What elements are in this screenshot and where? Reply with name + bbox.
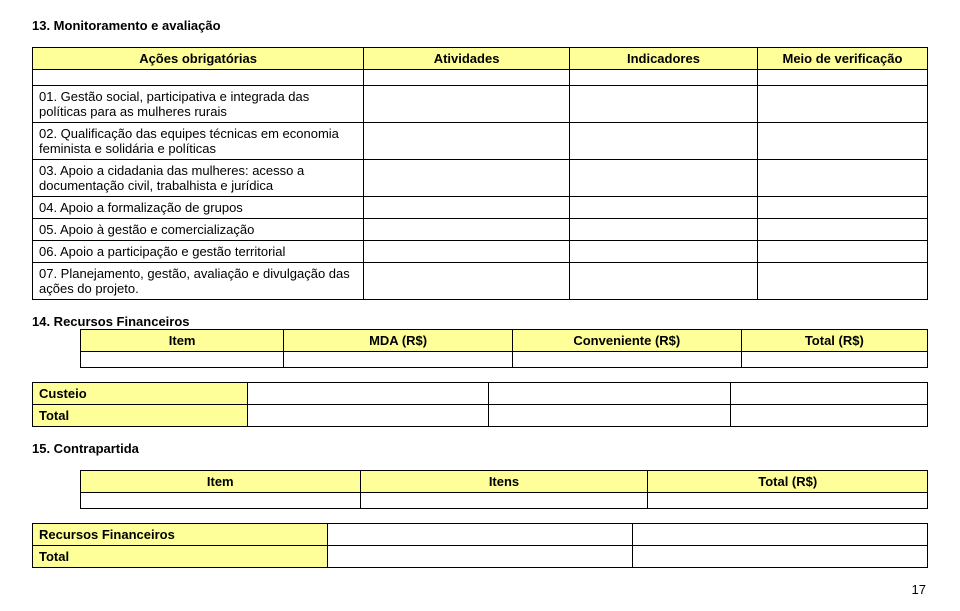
table-header-row: Item MDA (R$) Conveniente (R$) Total (R$… xyxy=(81,330,928,352)
cell xyxy=(364,86,570,123)
col-meio: Meio de verificação xyxy=(757,48,927,70)
page-number: 17 xyxy=(32,582,928,597)
col-conveniente: Conveniente (R$) xyxy=(512,330,741,352)
table-contrapartida-header: Item Itens Total (R$) xyxy=(80,470,928,509)
table-row: 03. Apoio a cidadania das mulheres: aces… xyxy=(33,160,928,197)
col-total: Total (R$) xyxy=(648,471,928,493)
cell-acao: 06. Apoio a participação e gestão territ… xyxy=(33,241,364,263)
cell xyxy=(757,160,927,197)
col-total: Total (R$) xyxy=(741,330,927,352)
table-row: 07. Planejamento, gestão, avaliação e di… xyxy=(33,263,928,300)
table-recursos-body: Custeio Total xyxy=(32,382,928,427)
cell xyxy=(569,86,757,123)
table-row: 04. Apoio a formalização de grupos xyxy=(33,197,928,219)
cell xyxy=(328,546,632,568)
cell xyxy=(632,524,927,546)
table-contrapartida-body: Recursos Financeiros Total xyxy=(32,523,928,568)
cell xyxy=(328,524,632,546)
cell xyxy=(247,383,489,405)
cell xyxy=(731,405,928,427)
cell xyxy=(757,123,927,160)
table-row: Total xyxy=(33,546,928,568)
cell xyxy=(364,197,570,219)
cell xyxy=(364,219,570,241)
table-recursos-header: Item MDA (R$) Conveniente (R$) Total (R$… xyxy=(80,329,928,368)
cell-acao: 02. Qualificação das equipes técnicas em… xyxy=(33,123,364,160)
section-14-title: 14. Recursos Financeiros xyxy=(32,314,928,329)
cell xyxy=(569,160,757,197)
spacer-row xyxy=(81,493,928,509)
cell xyxy=(569,241,757,263)
table-monitoramento: Ações obrigatórias Atividades Indicadore… xyxy=(32,47,928,300)
col-item: Item xyxy=(81,471,361,493)
cell xyxy=(757,197,927,219)
spacer-row xyxy=(33,70,928,86)
cell xyxy=(569,123,757,160)
col-indicadores: Indicadores xyxy=(569,48,757,70)
cell xyxy=(489,405,731,427)
spacer-row xyxy=(81,352,928,368)
cell-custeio: Custeio xyxy=(33,383,248,405)
cell xyxy=(489,383,731,405)
cell xyxy=(757,263,927,300)
table-row: 05. Apoio à gestão e comercialização xyxy=(33,219,928,241)
cell-acao: 01. Gestão social, participativa e integ… xyxy=(33,86,364,123)
table-row: Recursos Financeiros xyxy=(33,524,928,546)
section-13-title: 13. Monitoramento e avaliação xyxy=(32,18,928,33)
cell-acao: 04. Apoio a formalização de grupos xyxy=(33,197,364,219)
cell xyxy=(247,405,489,427)
table-header-row: Item Itens Total (R$) xyxy=(81,471,928,493)
cell xyxy=(632,546,927,568)
table-row: Custeio xyxy=(33,383,928,405)
cell xyxy=(364,263,570,300)
table-header-row: Ações obrigatórias Atividades Indicadore… xyxy=(33,48,928,70)
col-mda: MDA (R$) xyxy=(284,330,513,352)
cell-total: Total xyxy=(33,405,248,427)
cell xyxy=(757,86,927,123)
cell xyxy=(364,160,570,197)
section-15-title: 15. Contrapartida xyxy=(32,441,928,456)
col-acoes: Ações obrigatórias xyxy=(33,48,364,70)
cell xyxy=(731,383,928,405)
cell xyxy=(364,241,570,263)
col-itens: Itens xyxy=(360,471,648,493)
col-atividades: Atividades xyxy=(364,48,570,70)
cell xyxy=(757,241,927,263)
cell-acao: 03. Apoio a cidadania das mulheres: aces… xyxy=(33,160,364,197)
cell xyxy=(569,197,757,219)
table-row: 06. Apoio a participação e gestão territ… xyxy=(33,241,928,263)
cell-acao: 07. Planejamento, gestão, avaliação e di… xyxy=(33,263,364,300)
cell xyxy=(569,263,757,300)
cell-acao: 05. Apoio à gestão e comercialização xyxy=(33,219,364,241)
table-row: Total xyxy=(33,405,928,427)
cell xyxy=(569,219,757,241)
table-row: 02. Qualificação das equipes técnicas em… xyxy=(33,123,928,160)
cell-recursos-fin: Recursos Financeiros xyxy=(33,524,328,546)
col-item: Item xyxy=(81,330,284,352)
cell-total: Total xyxy=(33,546,328,568)
table-row: 01. Gestão social, participativa e integ… xyxy=(33,86,928,123)
cell xyxy=(757,219,927,241)
cell xyxy=(364,123,570,160)
